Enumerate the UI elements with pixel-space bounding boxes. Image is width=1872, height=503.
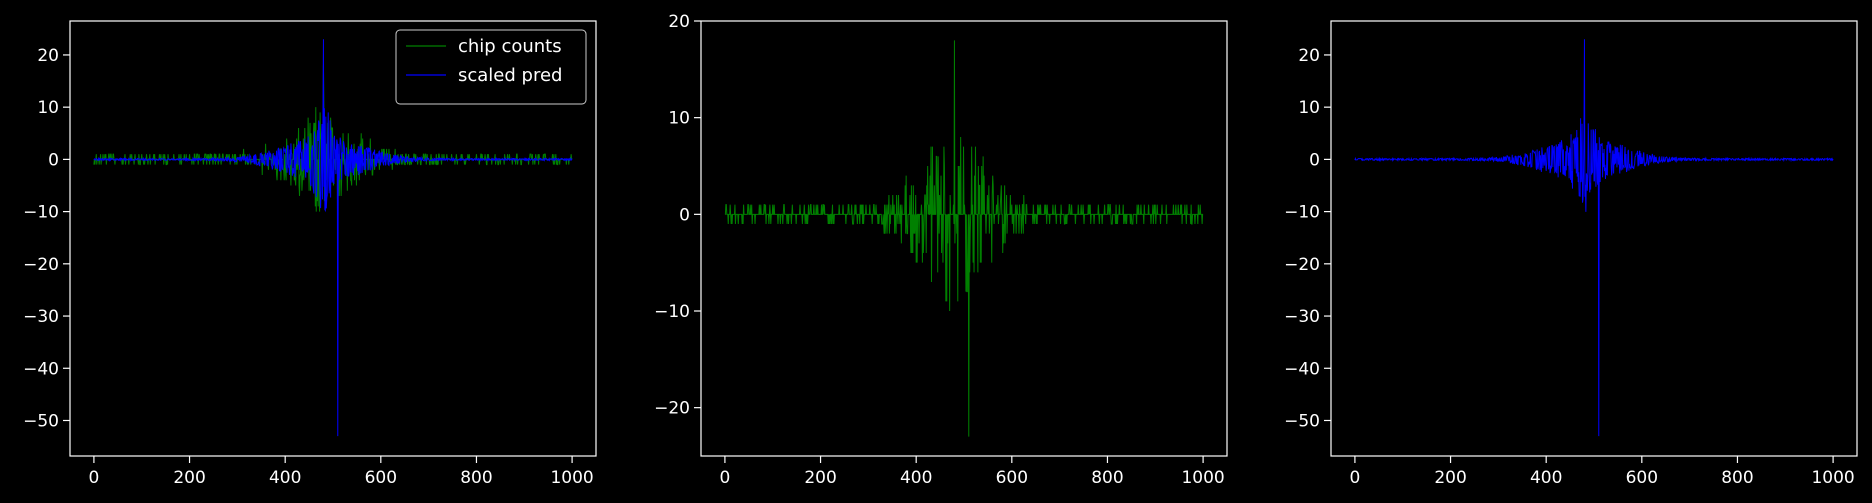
chart-panel-2: 0 200 400 600 800 1000 20 10 0 −10 −20 (654, 12, 1228, 488)
y-tick-label: 20 (1298, 46, 1320, 66)
axes-frame (1330, 20, 1858, 457)
x-tick-label: 400 (900, 468, 932, 488)
x-tick-label: 0 (88, 468, 99, 488)
x-tick-label: 200 (173, 468, 205, 488)
series-line-1 (1354, 39, 1834, 437)
y-tick-label: 20 (37, 46, 59, 66)
x-tick-label: 0 (719, 468, 730, 488)
x-tick-label: 1000 (1811, 468, 1854, 488)
y-tick-label: −20 (23, 255, 59, 275)
x-tick-label: 600 (996, 468, 1028, 488)
x-tick-label: 800 (460, 468, 492, 488)
chart-panel-3: 0 200 400 600 800 1000 20 10 0 −10 −20 −30 −40 −50 (1284, 20, 1858, 488)
x-tick-label: 600 (1626, 468, 1658, 488)
axes-frame (700, 20, 1228, 457)
y-tick-label: 0 (1309, 150, 1320, 170)
x-tick-label: 400 (1530, 468, 1562, 488)
x-tick-label: 800 (1091, 468, 1123, 488)
y-tick-label: −20 (654, 399, 690, 419)
y-tick-label: 10 (37, 98, 59, 118)
legend-label: scaled pred (458, 65, 562, 86)
x-tick-label: 800 (1721, 468, 1753, 488)
legend-box (395, 29, 587, 105)
y-tick-label: −30 (23, 307, 59, 327)
x-tick-label: 0 (1349, 468, 1360, 488)
y-tick-label: 0 (48, 150, 59, 170)
y-tick-label: −30 (1284, 307, 1320, 327)
y-tick-label: −50 (23, 411, 59, 431)
y-tick-label: −50 (1284, 411, 1320, 431)
x-tick-label: 600 (365, 468, 397, 488)
y-tick-label: 0 (679, 205, 690, 225)
series-line-1 (724, 40, 1204, 437)
y-tick-label: −40 (1284, 359, 1320, 379)
y-tick-label: −20 (1284, 255, 1320, 275)
y-tick-label: −10 (654, 302, 690, 322)
y-tick-label: 10 (668, 109, 690, 129)
x-tick-label: 1000 (550, 468, 593, 488)
y-tick-label: 10 (1298, 98, 1320, 118)
series-line-2 (93, 39, 573, 437)
legend-label: chip counts (458, 36, 562, 57)
y-tick-label: −40 (23, 359, 59, 379)
y-tick-label: −10 (1284, 203, 1320, 223)
axes-frame (69, 20, 597, 457)
chart-panel-1: 0 200 400 600 800 1000 20 10 0 −10 −20 −30 −40 −50 chi… (23, 20, 597, 488)
x-tick-label: 400 (269, 468, 301, 488)
x-tick-label: 1000 (1181, 468, 1224, 488)
x-tick-label: 200 (804, 468, 836, 488)
x-tick-label: 200 (1434, 468, 1466, 488)
y-tick-label: 20 (668, 12, 690, 32)
y-tick-label: −10 (23, 203, 59, 223)
legend: chip counts scaled pred (395, 29, 587, 105)
